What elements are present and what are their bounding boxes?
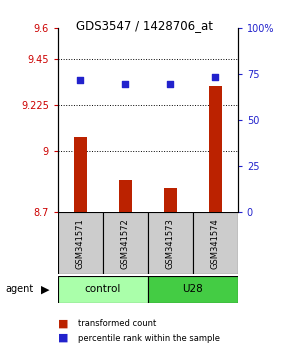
Bar	[58, 276, 148, 303]
Text: ▶: ▶	[41, 284, 49, 295]
Bar	[193, 212, 238, 274]
Bar	[148, 276, 238, 303]
Bar	[103, 212, 148, 274]
Bar	[74, 137, 87, 212]
Text: GSM341572: GSM341572	[121, 218, 130, 269]
Text: GSM341571: GSM341571	[76, 218, 85, 269]
Text: agent: agent	[6, 284, 34, 295]
Text: GDS3547 / 1428706_at: GDS3547 / 1428706_at	[77, 19, 213, 33]
Text: transformed count: transformed count	[78, 319, 157, 329]
Text: ■: ■	[58, 333, 68, 343]
Bar	[58, 212, 103, 274]
Text: GSM341573: GSM341573	[166, 218, 175, 269]
Point	[78, 77, 83, 83]
Bar	[148, 212, 193, 274]
Point	[213, 74, 218, 80]
Text: percentile rank within the sample: percentile rank within the sample	[78, 333, 220, 343]
Text: control: control	[85, 284, 121, 295]
Text: U28: U28	[182, 284, 203, 295]
Bar	[164, 188, 177, 212]
Text: ■: ■	[58, 319, 68, 329]
Bar	[119, 180, 132, 212]
Bar	[209, 86, 222, 212]
Point	[168, 82, 173, 87]
Text: GSM341574: GSM341574	[211, 218, 220, 269]
Point	[123, 81, 128, 86]
